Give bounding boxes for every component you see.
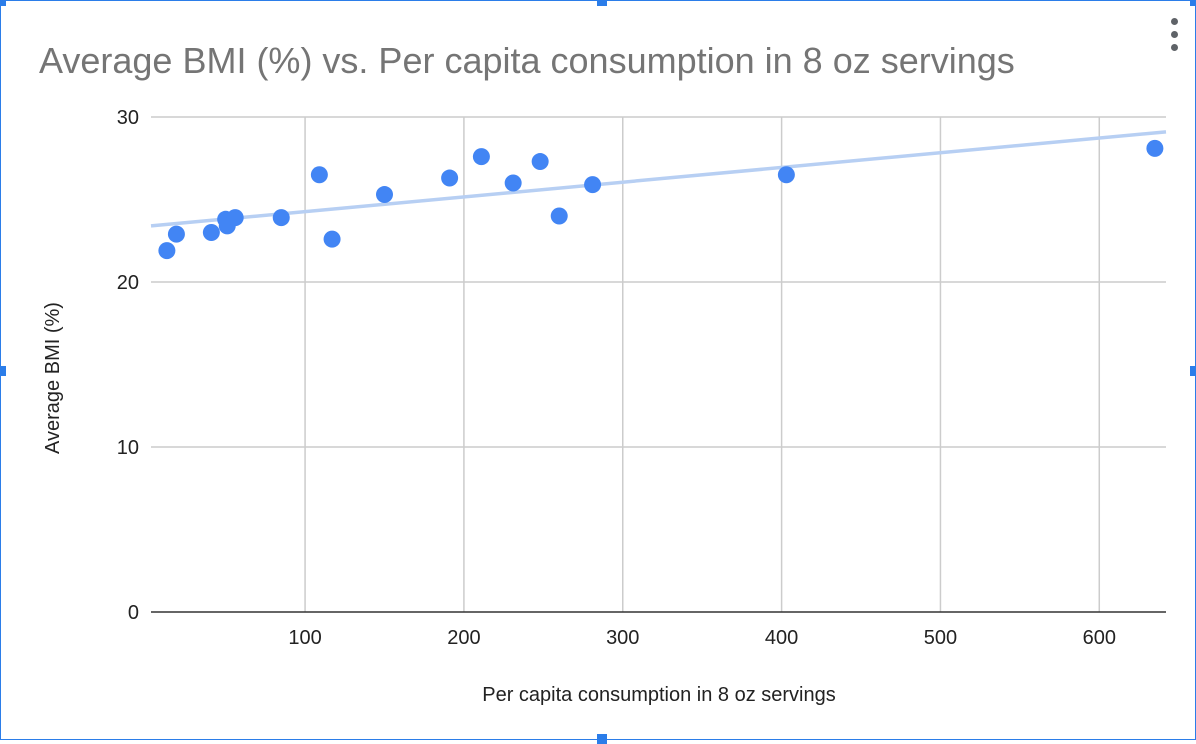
resize-handle-top-left[interactable] — [0, 0, 6, 6]
data-point[interactable] — [323, 230, 341, 248]
data-point[interactable] — [310, 166, 328, 184]
menu-dot-icon — [1171, 31, 1178, 38]
x-tick-label: 100 — [288, 627, 321, 649]
data-point[interactable] — [167, 225, 185, 243]
tick-labels: 0 10 20 30 100 200 300 400 500 600 — [117, 107, 1116, 649]
resize-handle-bottom-center[interactable] — [597, 734, 607, 744]
trendline — [150, 130, 1167, 228]
x-tick-label: 500 — [924, 627, 957, 649]
data-points — [158, 139, 1164, 260]
y-axis-title: Average BMI (%) — [42, 302, 64, 454]
data-point[interactable] — [550, 207, 568, 225]
chart-title: Average BMI (%) vs. Per capita consumpti… — [39, 40, 1015, 81]
x-tick-label: 400 — [765, 627, 798, 649]
data-point[interactable] — [226, 209, 244, 227]
data-point[interactable] — [531, 153, 549, 171]
x-tick-label: 200 — [447, 627, 480, 649]
x-tick-label: 600 — [1083, 627, 1116, 649]
data-point[interactable] — [375, 186, 393, 204]
chart-menu-button[interactable] — [1161, 15, 1189, 55]
resize-handle-middle-right[interactable] — [1190, 366, 1196, 376]
data-point[interactable] — [272, 209, 290, 227]
data-point[interactable] — [504, 174, 522, 192]
y-tick-label: 10 — [117, 437, 139, 459]
gridlines — [151, 116, 1166, 612]
resize-handle-middle-left[interactable] — [0, 366, 6, 376]
data-point[interactable] — [472, 148, 490, 166]
data-point[interactable] — [1146, 139, 1164, 157]
resize-handle-top-center[interactable] — [597, 0, 607, 6]
menu-dot-icon — [1171, 18, 1178, 25]
data-point[interactable] — [777, 166, 795, 184]
data-point[interactable] — [158, 242, 176, 260]
data-point[interactable] — [584, 176, 602, 194]
menu-dot-icon — [1171, 44, 1178, 51]
resize-handle-top-right[interactable] — [1190, 0, 1196, 6]
y-tick-label: 20 — [117, 272, 139, 294]
y-tick-label: 30 — [117, 107, 139, 129]
data-point[interactable] — [202, 224, 220, 241]
x-tick-label: 300 — [606, 627, 639, 649]
y-tick-label: 0 — [128, 602, 139, 624]
data-point[interactable] — [441, 169, 459, 187]
x-axis-title: Per capita consumption in 8 oz servings — [482, 684, 836, 706]
